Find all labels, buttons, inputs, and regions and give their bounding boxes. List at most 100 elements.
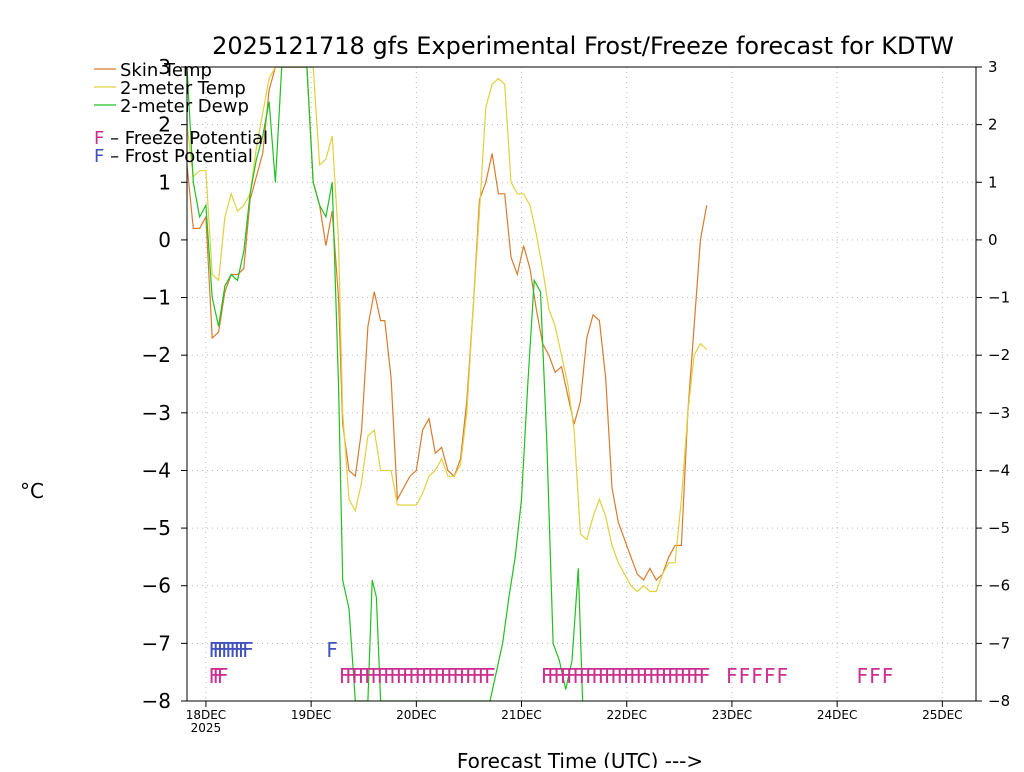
x-tick-label: 21DEC bbox=[501, 708, 541, 722]
frost-marker: F bbox=[225, 638, 237, 662]
legend-note-0: F – Freeze Potential bbox=[94, 128, 268, 149]
axes: 3 3 2 2 1 1 0 0 −1 −1 −2 −2 −3 −3 −4 −4 −5 −5 −6 −6 −7 −7 −8 −8… bbox=[142, 55, 1011, 735]
freeze-marker: F bbox=[465, 664, 477, 688]
series-lines bbox=[187, 67, 708, 701]
legend-label-skin-temp: Skin Temp bbox=[120, 60, 212, 81]
freeze-marker: F bbox=[869, 664, 881, 688]
x-tick-label: 22DEC bbox=[606, 708, 646, 722]
y-tick-label-left: −4 bbox=[142, 458, 171, 482]
freeze-marker: F bbox=[598, 664, 610, 688]
frost-marker: F bbox=[326, 638, 338, 662]
freeze-marker: F bbox=[421, 664, 433, 688]
y-tick-label-left: −5 bbox=[142, 516, 171, 540]
freeze-marker: F bbox=[478, 664, 490, 688]
freeze-marker: F bbox=[383, 664, 395, 688]
freeze-marker: F bbox=[459, 664, 471, 688]
freeze-marker: F bbox=[484, 664, 496, 688]
freeze-marker: F bbox=[440, 664, 452, 688]
y-tick-label-right: −3 bbox=[988, 404, 1010, 422]
series-line-2-meter-dewp bbox=[187, 67, 584, 701]
x-tick-label: 19DEC bbox=[291, 708, 331, 722]
freeze-marker: F bbox=[667, 664, 679, 688]
y-tick-label-right: 1 bbox=[988, 173, 998, 191]
freeze-marker: F bbox=[623, 664, 635, 688]
y-tick-label-left: −8 bbox=[142, 689, 171, 713]
freeze-marker: F bbox=[453, 664, 465, 688]
freeze-marker: F bbox=[217, 664, 229, 688]
x-tick-label: 24DEC bbox=[817, 708, 857, 722]
freeze-marker: F bbox=[364, 664, 376, 688]
freeze-marker: F bbox=[636, 664, 648, 688]
freeze-marker: F bbox=[339, 664, 351, 688]
freeze-marker: F bbox=[764, 664, 776, 688]
freeze-marker: F bbox=[573, 664, 585, 688]
y-tick-label-right: −4 bbox=[988, 461, 1010, 479]
freeze-marker: F bbox=[415, 664, 427, 688]
freeze-marker: F bbox=[857, 664, 869, 688]
y-tick-label-right: −6 bbox=[988, 577, 1010, 595]
y-axis-label: °C bbox=[20, 479, 44, 503]
freeze-marker: F bbox=[446, 664, 458, 688]
freeze-marker: F bbox=[345, 664, 357, 688]
freeze-marker: F bbox=[686, 664, 698, 688]
y-tick-label-left: 1 bbox=[158, 170, 171, 194]
freeze-marker: F bbox=[579, 664, 591, 688]
frost-marker: F bbox=[209, 638, 221, 662]
freeze-marker: F bbox=[777, 664, 789, 688]
y-tick-label-left: −3 bbox=[142, 401, 171, 425]
freeze-marker: F bbox=[726, 664, 738, 688]
freeze-marker: F bbox=[472, 664, 484, 688]
frost-marker: F bbox=[234, 638, 246, 662]
y-tick-label-right: −7 bbox=[988, 634, 1010, 652]
frost-marker: F bbox=[221, 638, 233, 662]
y-tick-label-left: 2 bbox=[158, 113, 171, 137]
y-tick-label-left: 3 bbox=[158, 55, 171, 79]
freeze-marker: F bbox=[751, 664, 763, 688]
y-tick-label-right: −8 bbox=[988, 692, 1010, 710]
y-tick-label-right: −5 bbox=[988, 519, 1010, 537]
freeze-marker: F bbox=[610, 664, 622, 688]
freeze-marker: F bbox=[541, 664, 553, 688]
freeze-marker: F bbox=[408, 664, 420, 688]
y-tick-label-right: −1 bbox=[988, 289, 1010, 307]
freeze-marker: F bbox=[371, 664, 383, 688]
legend-note-glyph: F bbox=[94, 146, 104, 167]
freeze-marker: F bbox=[629, 664, 641, 688]
freeze-marker: F bbox=[209, 664, 221, 688]
y-tick-label-left: −6 bbox=[142, 574, 171, 598]
frost-marker: F bbox=[230, 638, 242, 662]
freeze-marker: F bbox=[648, 664, 660, 688]
freeze-marker: F bbox=[560, 664, 572, 688]
freeze-marker: F bbox=[693, 664, 705, 688]
freeze-marker: F bbox=[547, 664, 559, 688]
legend-label-2-meter-temp: 2-meter Temp bbox=[120, 78, 246, 99]
x-tick-label: 23DEC bbox=[712, 708, 752, 722]
freeze-marker: F bbox=[566, 664, 578, 688]
freeze-marker: F bbox=[427, 664, 439, 688]
frost-marker: F bbox=[238, 638, 250, 662]
freeze-marker: F bbox=[882, 664, 894, 688]
freeze-marker: F bbox=[674, 664, 686, 688]
frost-marker: F bbox=[242, 638, 254, 662]
freeze-marker: F bbox=[390, 664, 402, 688]
freeze-marker: F bbox=[680, 664, 692, 688]
freeze-marker: F bbox=[739, 664, 751, 688]
freeze-marker: F bbox=[592, 664, 604, 688]
x-tick-label: 18DEC bbox=[186, 708, 226, 722]
freeze-marker: F bbox=[642, 664, 654, 688]
freeze-marker: F bbox=[554, 664, 566, 688]
plot-frame bbox=[186, 66, 977, 702]
y-tick-label-right: 2 bbox=[988, 116, 998, 134]
frost-marker: F bbox=[217, 638, 229, 662]
frost-marker: F bbox=[213, 638, 225, 662]
series-line-skin-temp bbox=[187, 67, 708, 581]
freeze-marker: F bbox=[377, 664, 389, 688]
chart-title: 2025121718 gfs Experimental Frost/Freeze… bbox=[212, 32, 954, 60]
x-tick-sublabel: 2025 bbox=[191, 721, 222, 735]
y-tick-label-left: −7 bbox=[142, 631, 171, 655]
y-tick-label-left: −2 bbox=[142, 343, 171, 367]
freeze-marker: F bbox=[655, 664, 667, 688]
freeze-marker: F bbox=[699, 664, 711, 688]
legend-label-2-meter-dewp: 2-meter Dewp bbox=[120, 96, 249, 117]
